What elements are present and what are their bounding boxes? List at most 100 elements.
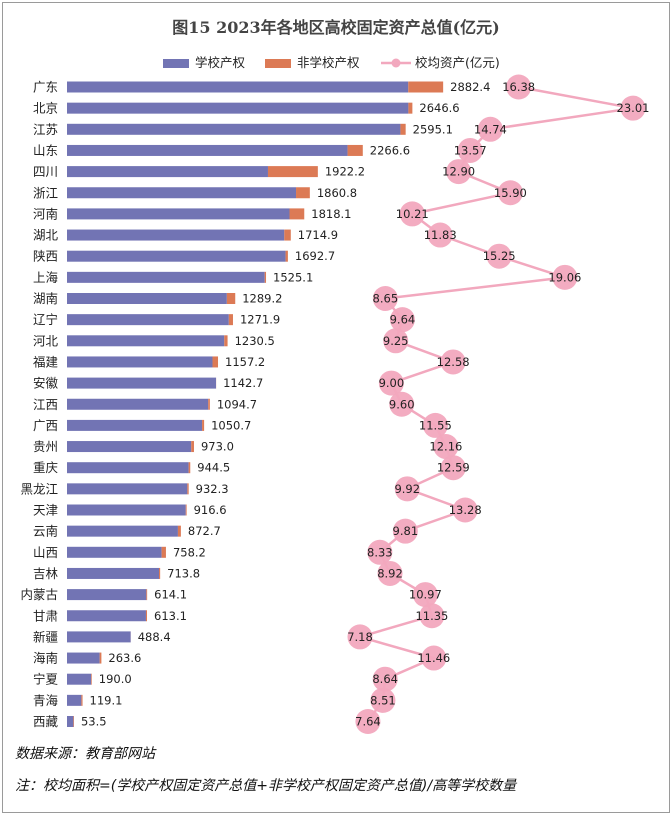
bar-school [67, 314, 229, 326]
legend-swatch-school [163, 59, 189, 68]
avg-marker [372, 666, 398, 692]
total-value-label: 916.6 [194, 503, 227, 517]
bar-school [67, 208, 290, 220]
avg-marker [372, 286, 398, 311]
avg-value-label: 8.65 [373, 292, 399, 306]
category-label: 上海 [33, 270, 59, 285]
category-label: 海南 [33, 651, 58, 666]
total-value-label: 1271.9 [240, 313, 280, 327]
avg-marker [377, 560, 403, 586]
avg-value-label: 10.21 [396, 207, 429, 221]
avg-marker [412, 582, 438, 608]
bar-school [67, 377, 217, 389]
bar-school [67, 525, 178, 537]
bar-nonschool [187, 483, 189, 495]
bar-school [67, 250, 286, 262]
bar-school [67, 546, 162, 558]
total-value-label: 1714.9 [298, 228, 338, 242]
bar-school [67, 673, 92, 685]
bar-nonschool [145, 610, 148, 622]
category-label: 四川 [33, 164, 58, 179]
avg-value-label: 9.25 [383, 334, 409, 348]
avg-value-label: 7.64 [355, 715, 381, 729]
avg-value-label: 11.55 [419, 418, 452, 432]
avg-value-label: 12.59 [437, 461, 470, 475]
category-label: 江西 [33, 397, 58, 412]
total-value-label: 119.1 [90, 693, 123, 707]
bar-nonschool [159, 567, 161, 579]
category-label: 广东 [33, 80, 58, 95]
avg-value-label: 23.01 [617, 101, 650, 115]
category-label: 湖北 [33, 228, 59, 243]
category-label: 北京 [33, 101, 58, 116]
bar-nonschool [347, 144, 363, 156]
avg-value-label: 11.46 [417, 651, 450, 665]
bar-nonschool [284, 229, 291, 241]
bar-school [67, 102, 409, 114]
total-value-label: 488.4 [138, 630, 171, 644]
category-label: 河南 [33, 206, 58, 221]
avg-marker [620, 95, 646, 121]
avg-value-label: 12.90 [442, 165, 475, 179]
total-value-label: 973.0 [201, 440, 234, 454]
total-value-label: 1860.8 [317, 186, 357, 200]
category-label: 黑龙江 [20, 481, 58, 496]
legend-label-nonschool: 非学校产权 [297, 55, 360, 70]
avg-marker [433, 434, 459, 460]
bar-nonschool [73, 716, 74, 727]
total-value-label: 1818.1 [311, 207, 351, 221]
bar-school [67, 716, 74, 727]
legend-label-avg: 校均资产(亿元) [415, 55, 500, 70]
avg-line-group: 16.38 23.01 14.74 13.57 12.90 15.90 10.21 11.83… [347, 74, 650, 734]
bar-school [67, 398, 209, 410]
bar-nonschool [408, 102, 413, 114]
avg-marker [399, 201, 425, 227]
category-label: 宁夏 [33, 672, 59, 687]
bar-school [67, 335, 225, 347]
avg-marker [440, 455, 466, 481]
bars-group: 广东 2882.4 北京 2646.6 江苏 2595.1 山东 2266.6 四川 1922.2… [20, 80, 490, 730]
total-value-label: 1094.7 [217, 397, 257, 411]
avg-value-label: 15.90 [494, 186, 527, 200]
total-value-label: 2882.4 [450, 80, 490, 94]
bar-nonschool [99, 652, 102, 664]
bar-school [67, 81, 409, 93]
avg-marker [383, 328, 409, 354]
bar-school [67, 166, 268, 178]
bar-school [67, 652, 100, 664]
bar-nonschool [208, 398, 210, 410]
total-value-label: 1525.1 [273, 270, 313, 284]
bar-school [67, 610, 146, 622]
bar-school [67, 229, 285, 241]
category-label: 新疆 [33, 629, 58, 644]
legend-label-school: 学校产权 [195, 55, 246, 70]
formula-note: 注：校均面积=(学校产权固定资产总值+非学校产权固定资产总值)/高等学校数量 [15, 778, 517, 794]
avg-marker [486, 243, 512, 269]
total-value-label: 614.1 [154, 588, 187, 602]
bar-school [67, 356, 213, 368]
category-label: 云南 [33, 524, 58, 539]
category-label: 青海 [33, 693, 59, 708]
category-label: 吉林 [33, 566, 59, 581]
bar-nonschool [91, 673, 92, 685]
bar-nonschool [264, 271, 267, 283]
avg-marker [446, 159, 472, 185]
category-label: 江苏 [33, 122, 58, 137]
bar-school [67, 631, 131, 643]
bar-nonschool [400, 123, 406, 135]
bar-nonschool [289, 208, 305, 220]
category-label: 山西 [33, 545, 58, 560]
avg-value-label: 8.92 [377, 566, 403, 580]
total-value-label: 1050.7 [211, 418, 251, 432]
avg-value-label: 9.64 [390, 313, 416, 327]
avg-value-label: 13.28 [449, 503, 482, 517]
avg-marker [367, 539, 393, 565]
total-value-label: 2595.1 [413, 122, 453, 136]
bar-nonschool [188, 462, 191, 474]
bar-school [67, 567, 160, 579]
category-label: 陕西 [33, 249, 58, 264]
avg-marker [422, 412, 448, 438]
avg-marker [378, 370, 404, 396]
total-value-label: 263.6 [108, 651, 141, 665]
avg-value-label: 16.38 [502, 80, 535, 94]
